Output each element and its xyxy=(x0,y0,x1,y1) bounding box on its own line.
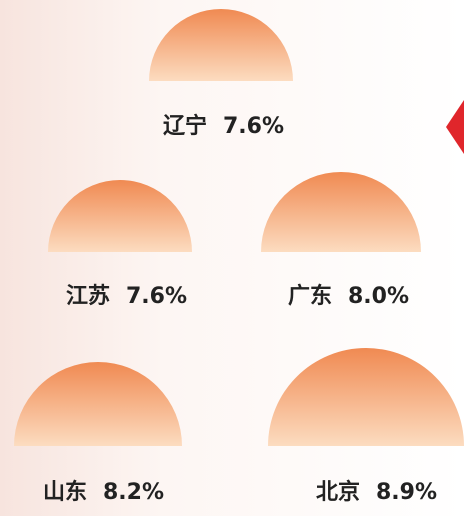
category-label: 山东 xyxy=(43,479,87,505)
value-label: 7.6% xyxy=(126,284,187,309)
value-label: 7.6% xyxy=(223,114,284,139)
value-label: 8.2% xyxy=(103,480,164,505)
semicircle xyxy=(261,172,421,252)
semicircle xyxy=(268,348,464,446)
semicircle xyxy=(149,9,293,81)
semicircle xyxy=(14,362,182,446)
value-label: 8.9% xyxy=(376,480,437,505)
category-label: 北京 xyxy=(316,479,360,505)
semicircle xyxy=(48,180,192,252)
decoration xyxy=(446,100,464,154)
category-label: 江苏 xyxy=(66,283,110,309)
category-label: 广东 xyxy=(288,283,332,309)
value-label: 8.0% xyxy=(348,284,409,309)
category-label: 辽宁 xyxy=(163,113,207,139)
